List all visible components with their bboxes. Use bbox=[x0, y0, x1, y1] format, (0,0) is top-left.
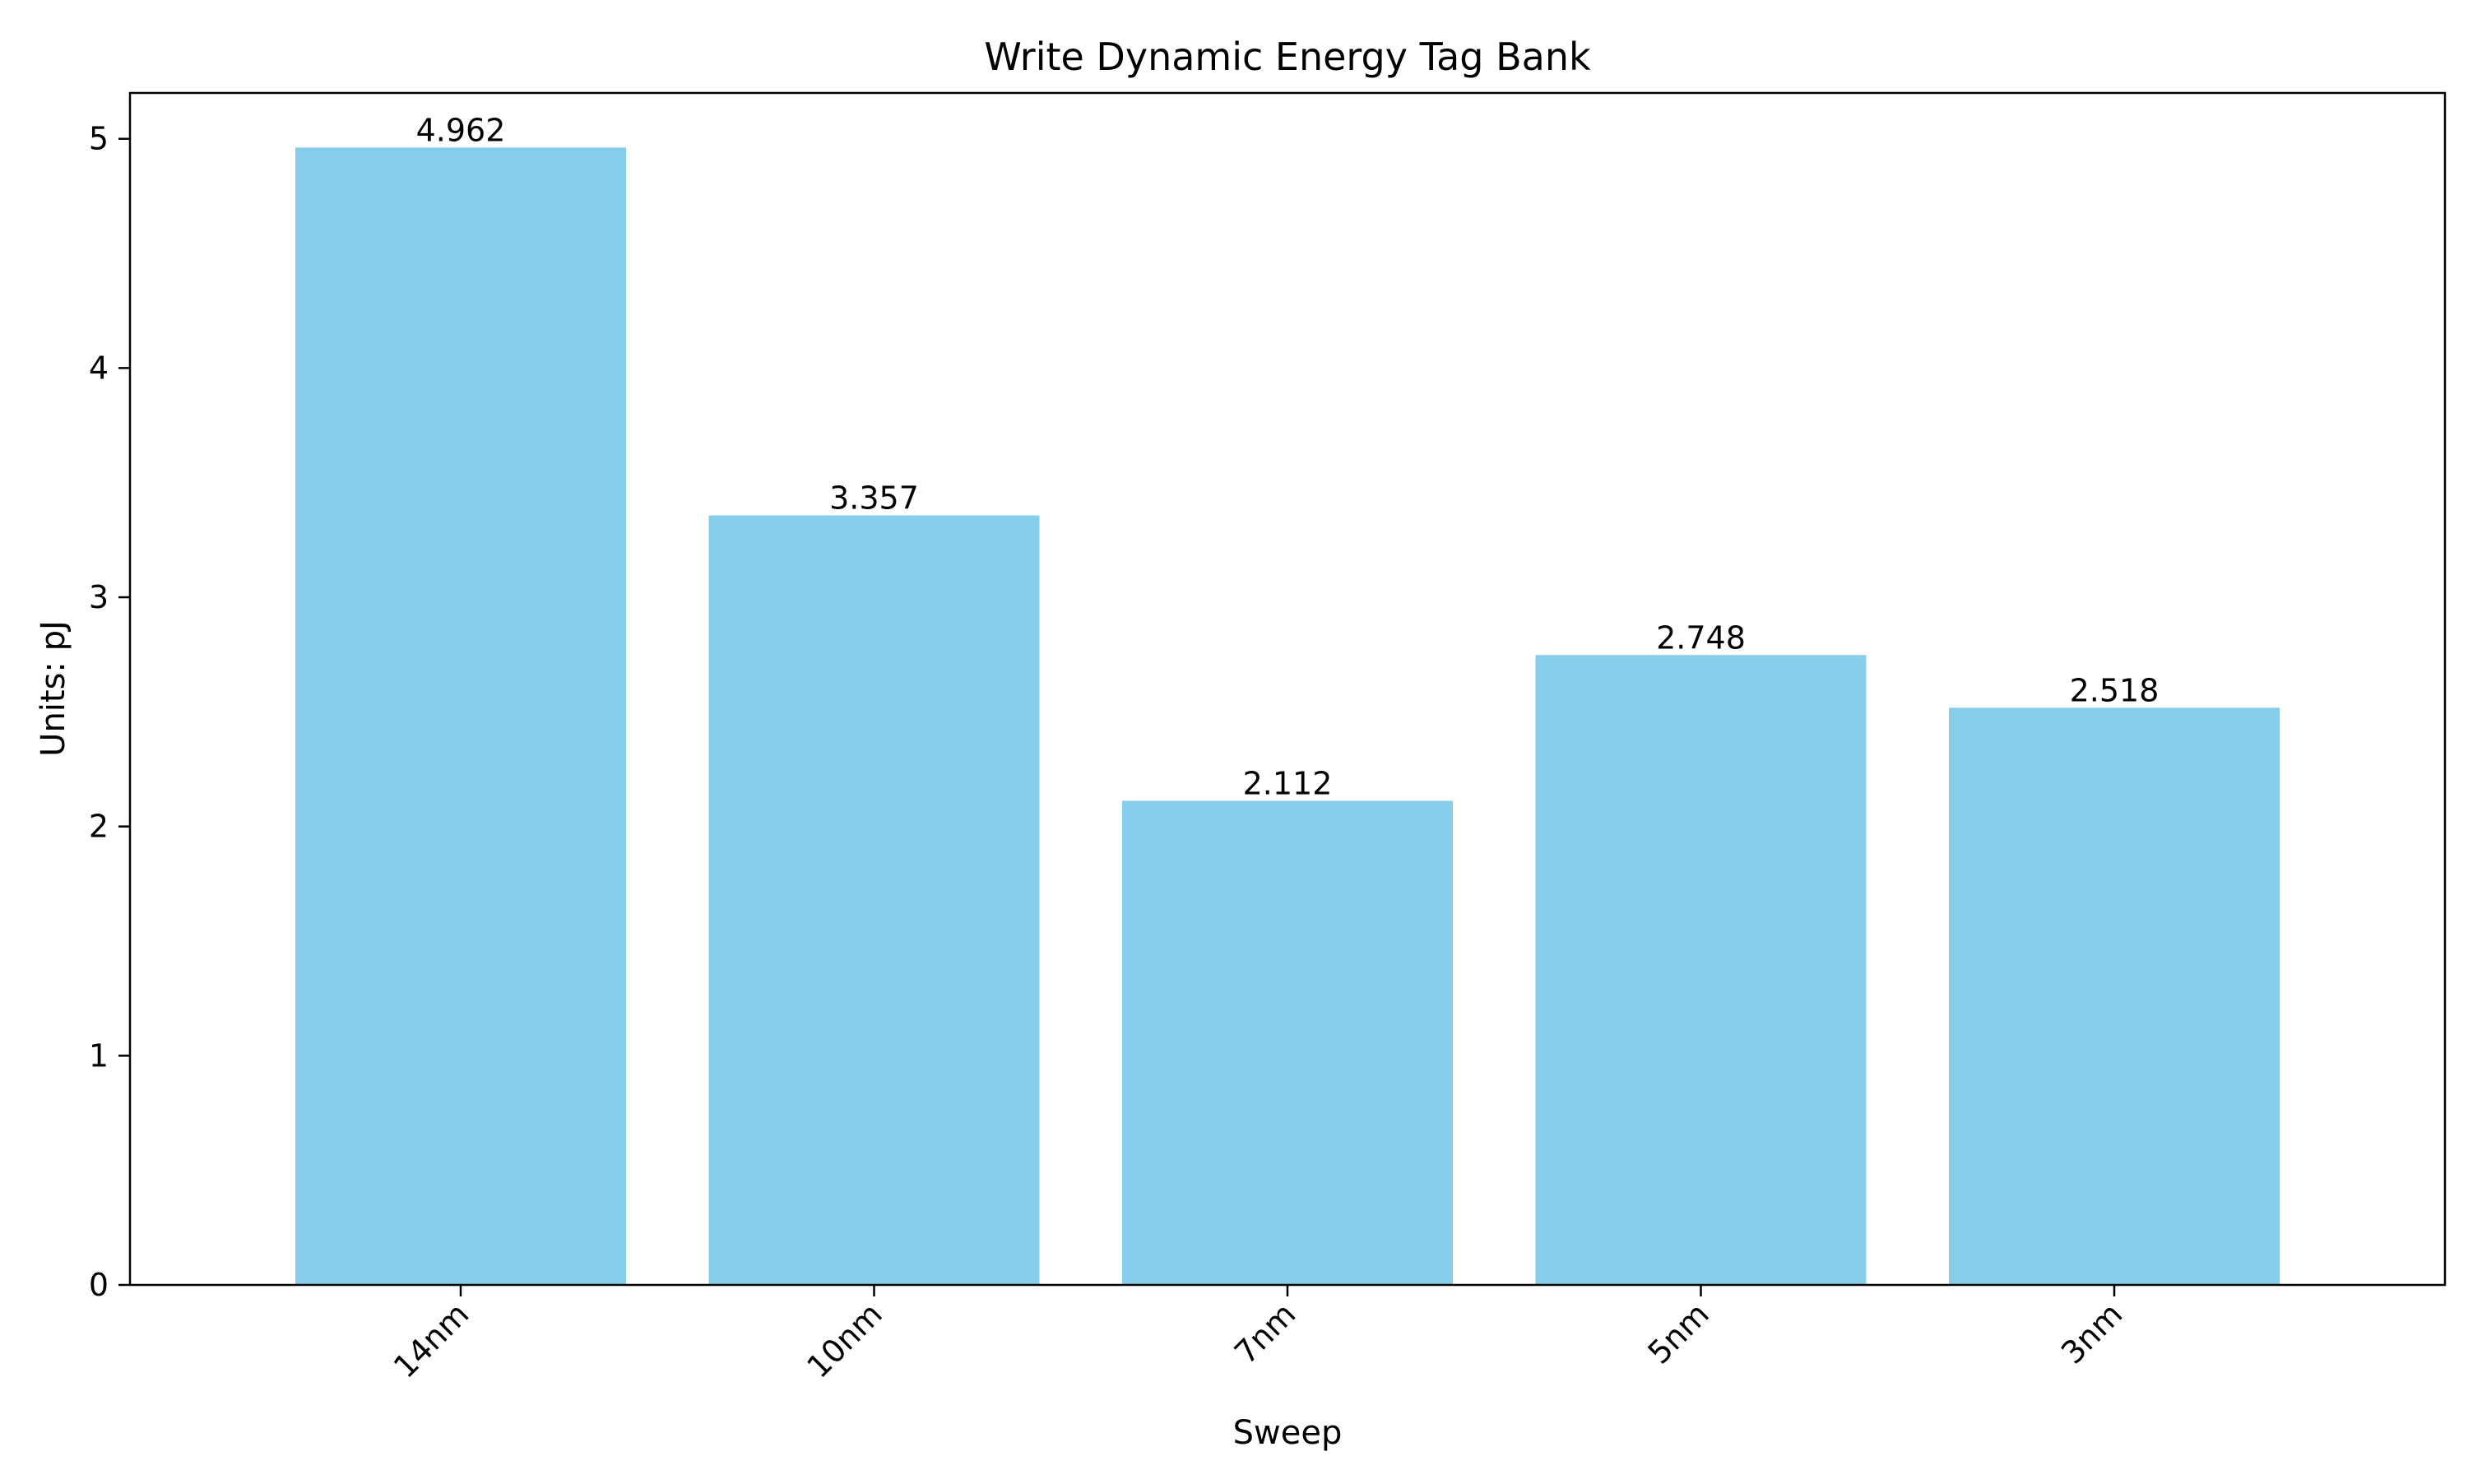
y-axis-label: Units: pJ bbox=[35, 620, 72, 757]
bar-3nm bbox=[1949, 707, 2280, 1285]
bar-value-label: 2.748 bbox=[1656, 619, 1746, 656]
value-labels-layer: 4.962 3.357 2.112 2.748 2.518 bbox=[416, 112, 2160, 801]
y-tick-label: 5 bbox=[89, 121, 109, 157]
y-tick-label: 2 bbox=[89, 809, 109, 845]
bars-layer bbox=[295, 147, 2280, 1286]
bar-value-label: 2.112 bbox=[1243, 765, 1333, 801]
bar-value-label: 2.518 bbox=[2070, 672, 2160, 708]
bar-14nm bbox=[295, 147, 626, 1286]
chart-title: Write Dynamic Energy Tag Bank bbox=[984, 35, 1591, 79]
x-axis-label: Sweep bbox=[1233, 1414, 1343, 1452]
y-tick-label: 0 bbox=[89, 1267, 109, 1303]
bar-value-label: 4.962 bbox=[416, 112, 506, 148]
y-tick-label: 1 bbox=[89, 1037, 109, 1074]
bar-10nm bbox=[708, 515, 1040, 1285]
y-axis-ticks: 0 1 2 3 4 5 bbox=[89, 121, 130, 1303]
bar-5nm bbox=[1535, 655, 1867, 1285]
y-tick-label: 4 bbox=[89, 350, 109, 386]
y-tick-label: 3 bbox=[89, 579, 109, 615]
plot-frame bbox=[128, 91, 2447, 1287]
bar-value-label: 3.357 bbox=[829, 480, 919, 517]
bar-7nm bbox=[1122, 800, 1453, 1285]
